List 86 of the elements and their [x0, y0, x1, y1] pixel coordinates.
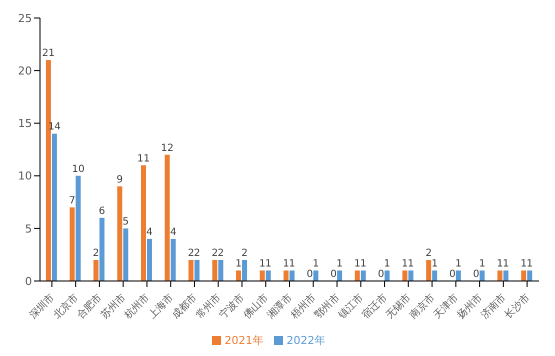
data-label: 2: [92, 248, 100, 259]
y-tick-label: 20: [18, 64, 32, 78]
bar: [194, 260, 200, 281]
data-label: 10: [72, 164, 85, 175]
data-label: 2: [241, 248, 248, 259]
data-label: 6: [98, 206, 106, 217]
bar: [432, 270, 438, 281]
data-label: 0: [449, 269, 456, 280]
data-label: 1: [360, 258, 367, 270]
bar: [46, 60, 51, 281]
data-label: 1: [431, 258, 438, 270]
bar: [52, 134, 57, 281]
bar: [290, 270, 295, 281]
data-label: 11: [137, 153, 150, 164]
bar: [497, 270, 502, 281]
data-label: 1: [354, 258, 361, 270]
data-label: 0: [306, 269, 314, 280]
bar: [140, 165, 146, 281]
data-label: 2: [212, 248, 218, 259]
data-label: 7: [69, 195, 76, 206]
bar: [402, 270, 408, 281]
bar: [188, 260, 194, 281]
data-label: 1: [526, 258, 533, 270]
bar: [146, 238, 152, 281]
data-label: 2: [218, 248, 224, 259]
data-label: 12: [160, 142, 174, 154]
y-tick-label: 10: [18, 170, 32, 183]
bar: [456, 270, 461, 281]
bar: [480, 270, 485, 281]
bar: [284, 270, 289, 281]
data-label: 1: [496, 258, 504, 270]
bar: [503, 270, 508, 281]
bar: [266, 270, 271, 281]
data-label: 4: [146, 226, 153, 238]
data-label: 1: [502, 258, 510, 270]
data-label: 1: [282, 258, 290, 270]
data-label: 5: [122, 216, 129, 228]
data-label: 1: [408, 258, 414, 270]
data-label: 1: [265, 258, 272, 270]
data-label: 4: [170, 226, 176, 238]
data-label: 2: [188, 248, 194, 259]
bar: [354, 270, 360, 281]
bar: [260, 270, 265, 281]
legend-label: 2021年: [224, 334, 264, 347]
bar: [99, 218, 104, 281]
bar: [242, 260, 248, 281]
data-label: 1: [336, 258, 343, 270]
data-label: 1: [384, 258, 390, 270]
bar: [408, 270, 414, 281]
bar: [117, 186, 122, 281]
legend-label: 2022年: [286, 334, 326, 347]
bar: [337, 270, 342, 281]
bar: [93, 260, 98, 281]
bar: [236, 270, 242, 281]
data-label: 9: [116, 174, 123, 186]
bar: [360, 270, 366, 281]
y-tick-label: 15: [18, 117, 32, 130]
bar: [164, 154, 170, 281]
data-label: 1: [478, 258, 486, 270]
data-label: 0: [378, 269, 384, 280]
bar: [521, 270, 526, 281]
data-label: 0: [472, 269, 480, 280]
data-label: 1: [259, 258, 266, 270]
bar: [218, 260, 224, 281]
bar: [384, 270, 390, 281]
y-tick-label: 25: [18, 12, 32, 25]
bar: [170, 238, 176, 281]
data-label: 2: [425, 248, 432, 259]
data-label: 0: [330, 269, 337, 280]
bar: [212, 260, 218, 281]
data-label: 1: [235, 258, 242, 270]
data-label: 1: [288, 258, 296, 270]
data-label: 1: [520, 258, 527, 270]
bar: [76, 176, 81, 281]
bar: [123, 228, 128, 281]
data-label: 21: [42, 48, 55, 60]
y-tick-label: 0: [25, 274, 32, 288]
data-label: 2: [194, 248, 200, 259]
data-label: 1: [312, 258, 320, 270]
bar: [426, 260, 432, 281]
bar: [313, 270, 318, 281]
bar: [527, 270, 532, 281]
data-label: 1: [455, 258, 462, 270]
data-label: 1: [402, 258, 408, 270]
y-tick-label: 5: [25, 222, 32, 236]
bar: [70, 207, 75, 281]
